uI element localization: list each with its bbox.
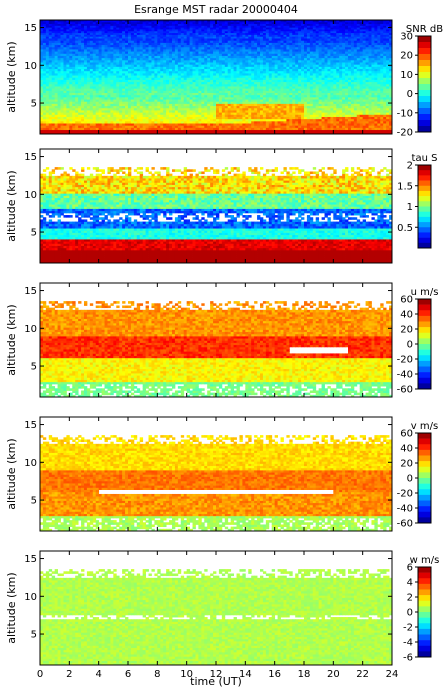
figure-title: Esrange MST radar 20000404	[134, 3, 298, 16]
panel-1-heatmap	[40, 20, 392, 134]
